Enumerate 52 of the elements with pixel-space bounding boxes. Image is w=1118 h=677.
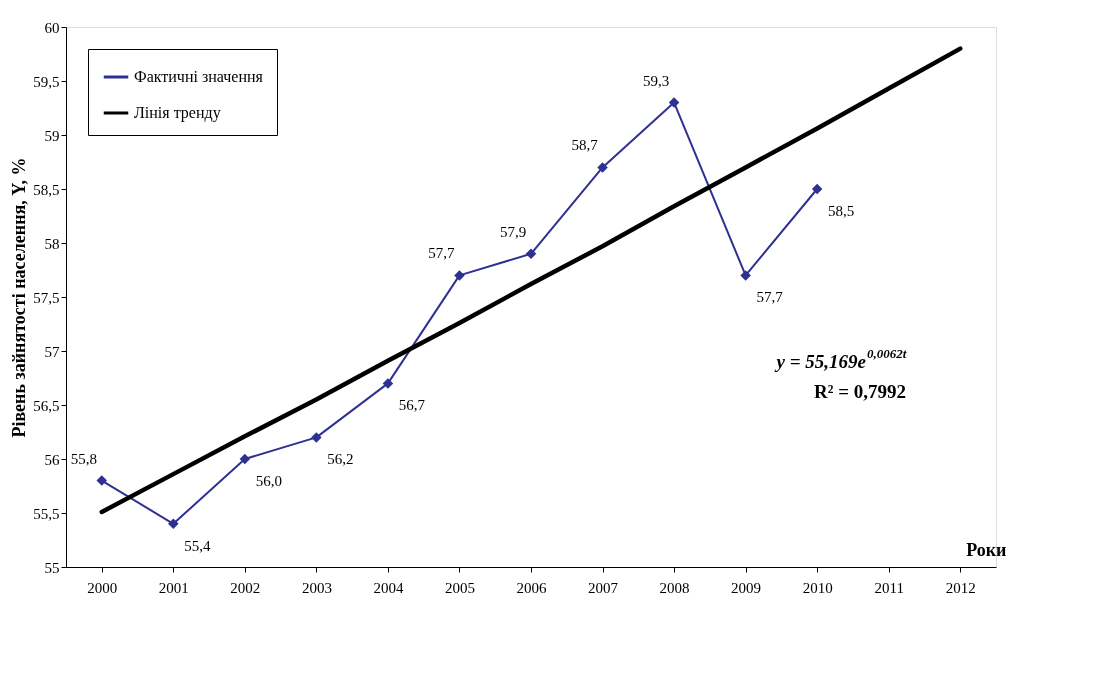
point bbox=[239, 453, 251, 465]
data-label: 56,2 bbox=[327, 451, 354, 468]
x-tick-label: 2007 bbox=[588, 579, 619, 596]
y-tick-label: 55 bbox=[44, 559, 60, 576]
data-label: 58,5 bbox=[828, 203, 855, 219]
x-tick-label: 2000 bbox=[87, 579, 118, 596]
x-axis-title: Роки bbox=[966, 539, 1007, 560]
point bbox=[382, 378, 394, 389]
data-label: 57,7 bbox=[756, 289, 784, 306]
data-label: 55,4 bbox=[184, 537, 211, 554]
point bbox=[311, 432, 322, 443]
point bbox=[811, 183, 823, 195]
legend-label: Лінія тренду bbox=[134, 104, 221, 122]
x-tick-label: 2010 bbox=[802, 579, 833, 596]
data-label: 58,7 bbox=[571, 137, 599, 154]
x-tick-label: 2009 bbox=[731, 579, 762, 596]
y-tick-label: 57,5 bbox=[33, 289, 60, 306]
x-tick-label: 2005 bbox=[444, 579, 475, 596]
y-tick-label: 58,5 bbox=[33, 181, 60, 198]
x-tick-label: 2003 bbox=[301, 579, 332, 596]
y-tick-label: 58 bbox=[44, 235, 60, 252]
point bbox=[668, 97, 680, 108]
data-label: 56,0 bbox=[255, 473, 282, 489]
y-tick-label: 55,5 bbox=[33, 505, 60, 522]
y-tick-label: 59 bbox=[44, 127, 60, 144]
legend-label: Фактичні значення bbox=[134, 68, 264, 85]
y-tick-label: 60 bbox=[44, 19, 60, 36]
point bbox=[96, 475, 108, 486]
point bbox=[525, 248, 537, 260]
y-tick-label: 56 bbox=[44, 451, 60, 468]
x-tick-label: 2002 bbox=[230, 579, 261, 596]
point bbox=[740, 270, 751, 281]
data-label: 57,9 bbox=[499, 223, 527, 240]
y-tick-label: 59,5 bbox=[33, 73, 60, 90]
annotation: R² = 0,7992 bbox=[814, 381, 906, 402]
data-label: 55,8 bbox=[70, 450, 97, 467]
x-tick-label: 2006 bbox=[516, 579, 547, 596]
data-label: 56,7 bbox=[398, 397, 426, 414]
point bbox=[168, 518, 179, 530]
x-tick-label: 2001 bbox=[158, 579, 189, 596]
y-tick-label: 57 bbox=[44, 343, 60, 360]
y-axis-title: Рівень зайнятості населення, Y, % bbox=[9, 157, 30, 438]
point bbox=[597, 162, 608, 173]
x-tick-label: 2012 bbox=[945, 579, 976, 596]
y-tick-label: 56,5 bbox=[33, 397, 60, 414]
x-tick-label: 2008 bbox=[659, 579, 690, 596]
data-label: 59,3 bbox=[642, 72, 670, 89]
data-label: 57,7 bbox=[428, 245, 456, 262]
x-tick-label: 2004 bbox=[373, 579, 404, 596]
point bbox=[454, 270, 465, 281]
line-series bbox=[99, 46, 963, 515]
x-tick-label: 2011 bbox=[874, 579, 904, 596]
